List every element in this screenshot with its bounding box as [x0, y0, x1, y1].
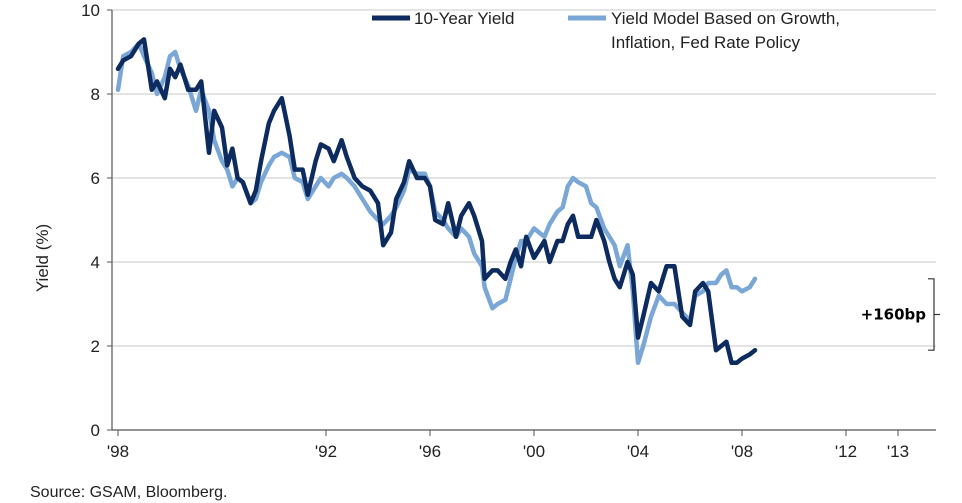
y-tick-label-8: 8: [91, 85, 100, 104]
annotation-bracket: [928, 278, 935, 351]
y-tick-label-2: 2: [91, 337, 100, 356]
y-tick-label-10: 10: [81, 1, 100, 20]
y-tick-label-0: 0: [91, 421, 100, 440]
series-line-yield-model: [115, 41, 758, 366]
legend-label-yield-model: Yield Model Based on Growth, Inflation, F…: [611, 9, 840, 52]
y-tick-labels: 0 2 4 6 8 10: [81, 1, 112, 440]
x-tick-label: '13: [887, 442, 909, 461]
x-tick-label: '12: [835, 442, 857, 461]
x-tick-label: '96: [419, 442, 441, 461]
x-tick-label: '08: [731, 442, 753, 461]
y-tick-label-6: 6: [91, 169, 100, 188]
y-tick-label-4: 4: [91, 253, 100, 272]
legend-label-line-1: Yield Model Based on Growth,: [611, 9, 840, 28]
legend: 10-Year Yield Yield Model Based on Growth…: [372, 9, 840, 52]
x-tick-labels: '98 '92 '96 '00 '04 '08 '12 '13: [107, 430, 909, 461]
series-line-10-year-yield: [115, 37, 758, 366]
x-tick-label: '98: [107, 442, 129, 461]
spread-annotation: +160bp: [861, 278, 940, 351]
x-tick-label: '92: [315, 442, 337, 461]
y-axis-label: Yield (%): [33, 224, 52, 292]
x-tick-label: '00: [523, 442, 545, 461]
annotation-label: +160bp: [861, 306, 927, 324]
legend-label-10-year-yield: 10-Year Yield: [414, 9, 515, 28]
legend-label-line-2: Inflation, Fed Rate Policy: [611, 33, 800, 52]
y-gridlines: [112, 9, 936, 347]
series-lines: [115, 37, 758, 366]
x-tick-label: '04: [627, 442, 649, 461]
source-note: Source: GSAM, Bloomberg.: [30, 484, 228, 501]
chart-axes: [111, 10, 936, 431]
